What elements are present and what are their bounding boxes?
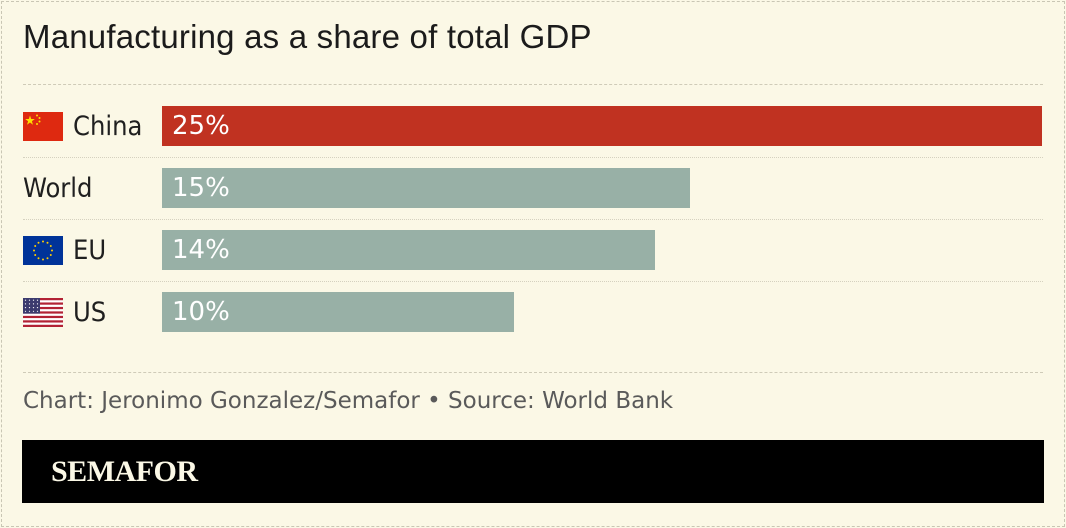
- bar: 10%: [162, 292, 514, 332]
- category-label: US: [23, 292, 106, 332]
- brand-logo: SEMAFOR: [51, 454, 198, 488]
- row-divider: [23, 157, 1043, 158]
- chart-title: Manufacturing as a share of total GDP: [23, 18, 592, 55]
- category-name: US: [73, 296, 107, 328]
- bar-value-label: 10%: [172, 297, 230, 327]
- eu-flag-icon: [23, 235, 63, 265]
- bar-row-eu: EU 14%: [0, 230, 1066, 270]
- source-credit: Chart: Jeronimo Gonzalez/Semafor • Sourc…: [23, 388, 674, 414]
- bar-value-label: 25%: [172, 111, 230, 141]
- footer-divider: [23, 372, 1043, 373]
- category-name: World: [23, 172, 93, 204]
- us-flag-icon: [23, 297, 63, 327]
- category-name: EU: [73, 234, 107, 266]
- category-label: China: [23, 106, 142, 146]
- bar: 15%: [162, 168, 690, 208]
- row-divider: [23, 281, 1043, 282]
- bar: 14%: [162, 230, 655, 270]
- brand-banner: SEMAFOR: [22, 440, 1044, 503]
- bar-row-world: World 15%: [0, 168, 1066, 208]
- bar-row-us: US 10%: [0, 292, 1066, 332]
- row-divider: [23, 219, 1043, 220]
- title-divider: [23, 84, 1043, 85]
- category-label: EU: [23, 230, 106, 270]
- bar-row-china: China 25%: [0, 106, 1066, 146]
- bar-value-label: 14%: [172, 235, 230, 265]
- bar-value-label: 15%: [172, 173, 230, 203]
- category-label: World: [23, 168, 92, 208]
- china-flag-icon: [23, 111, 63, 141]
- bar: 25%: [162, 106, 1042, 146]
- category-name: China: [73, 110, 143, 142]
